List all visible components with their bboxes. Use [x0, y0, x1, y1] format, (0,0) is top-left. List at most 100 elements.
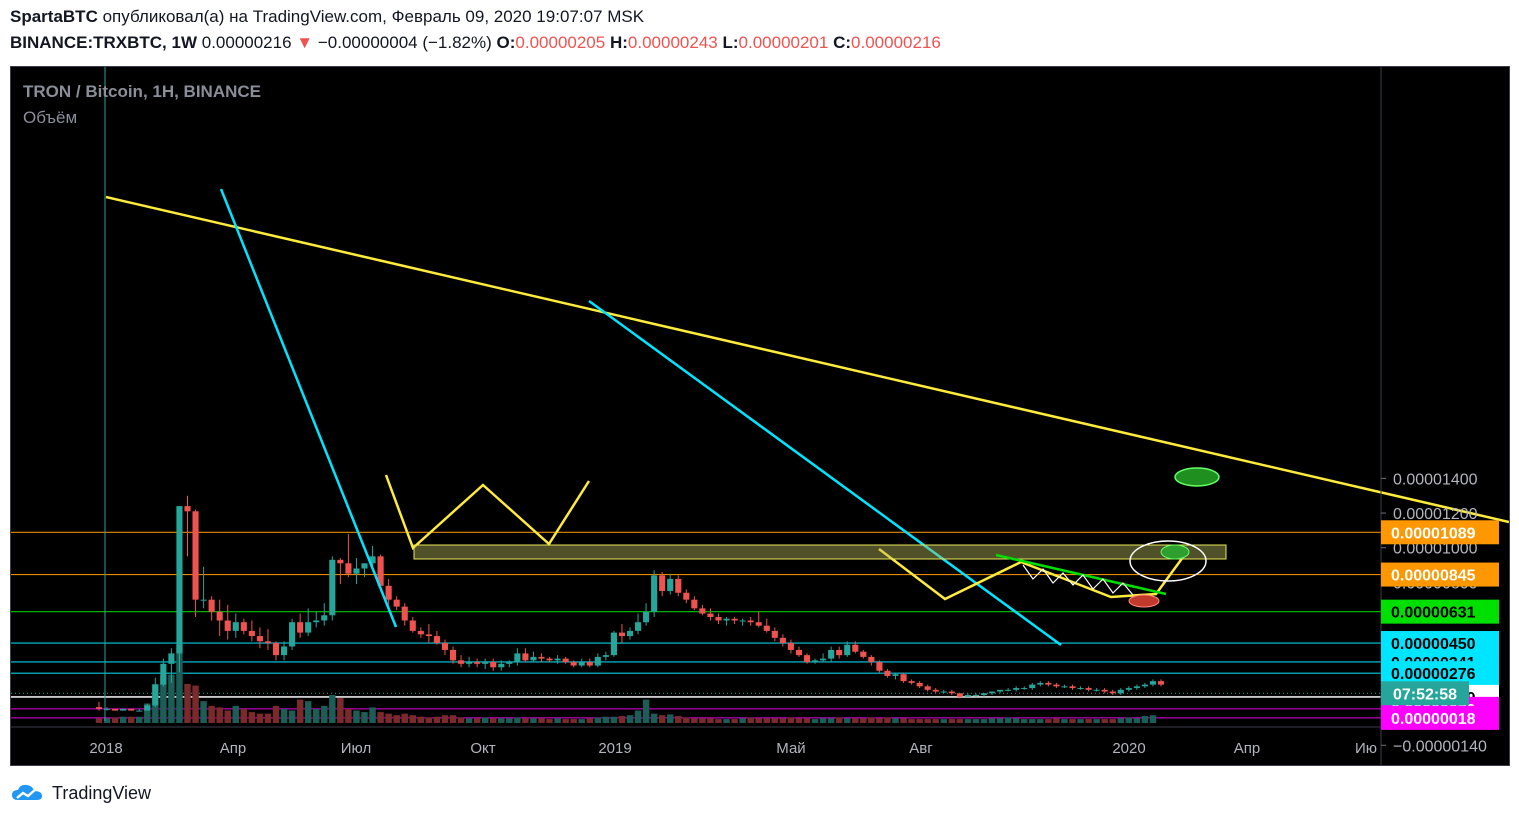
candle-body — [305, 622, 312, 633]
author-name[interactable]: SpartaBTC — [10, 7, 98, 26]
volume-bar — [948, 719, 956, 723]
candle-body — [168, 653, 175, 664]
chart-frame[interactable]: 0.000014000.000012000.000010000.00000800… — [10, 66, 1510, 766]
candle-body — [932, 689, 939, 692]
candle-body — [956, 693, 963, 697]
close-label: C: — [833, 33, 852, 52]
x-tick-label: Авг — [909, 740, 933, 757]
published-text: опубликовал(а) на TradingView.com, Февра… — [102, 7, 645, 26]
volume-bar — [216, 707, 223, 723]
candle-body — [329, 559, 336, 616]
candle-body — [1037, 682, 1044, 685]
candlestick-chart[interactable]: 0.000014000.000012000.000010000.00000800… — [11, 67, 1509, 765]
bottom-pattern-line — [878, 548, 1188, 601]
volume-bar — [892, 718, 899, 723]
candle-body — [369, 556, 376, 564]
x-tick-label: Апр — [220, 740, 246, 757]
volume-bar — [1021, 719, 1028, 723]
candle-body — [297, 622, 304, 633]
volume-bar — [634, 710, 642, 723]
candle-body — [1101, 689, 1108, 692]
candle-body — [779, 637, 786, 644]
open-label: O: — [496, 33, 516, 52]
open-value: 0.00000205 — [515, 33, 606, 52]
cyan-trendline-1 — [219, 188, 398, 628]
candle-body — [482, 662, 489, 664]
candle-body — [1061, 686, 1068, 688]
candle-body — [594, 656, 601, 666]
candle-body — [224, 620, 231, 631]
x-tick-label: 2020 — [1112, 740, 1145, 757]
candle-body — [522, 653, 529, 661]
candle-body — [232, 622, 239, 631]
volume-bar — [353, 710, 360, 723]
candle-body — [763, 625, 770, 631]
candle-body — [787, 643, 794, 650]
volume-bar — [683, 717, 690, 723]
candle-body — [755, 622, 762, 626]
candle-body — [892, 674, 899, 676]
down-arrow-icon: ▼ — [296, 33, 314, 52]
volume-bar — [691, 718, 698, 723]
candle-body — [361, 563, 368, 569]
candle-body — [466, 662, 473, 664]
candle-body — [337, 559, 344, 564]
y-tick-label: 0.00001000 — [1393, 541, 1478, 558]
level-price-tag — [1381, 562, 1499, 587]
tradingview-brand[interactable]: TradingView — [10, 780, 151, 806]
volume-layer — [95, 645, 1157, 723]
volume-bar — [868, 717, 875, 723]
volume-bar — [337, 698, 344, 723]
volume-bar — [1133, 718, 1141, 723]
candle-body — [723, 618, 730, 621]
candle-body — [884, 670, 891, 676]
candle-body — [192, 511, 199, 600]
level-price-tag — [1381, 705, 1499, 730]
candle-body — [95, 707, 103, 709]
volume-bar — [803, 718, 811, 723]
volume-bar — [1101, 719, 1108, 723]
candle-body — [1125, 688, 1132, 690]
candle-body — [980, 693, 988, 696]
main-downtrend-line — [105, 195, 1509, 524]
candle-body — [506, 662, 513, 664]
volume-bar — [136, 716, 143, 723]
volume-bar — [313, 708, 320, 723]
volume-bar — [1093, 719, 1100, 723]
price-change: −0.00000004 (−1.82%) — [317, 33, 492, 52]
candle-body — [618, 632, 626, 637]
candle-body — [345, 563, 352, 574]
volume-bar — [160, 676, 167, 723]
volume-bar — [988, 718, 996, 723]
volume-bar — [860, 718, 867, 723]
volume-bar — [554, 718, 561, 723]
volume-bar — [578, 719, 585, 723]
volume-bar — [192, 685, 199, 723]
volume-bar — [972, 719, 980, 723]
volume-bar — [272, 705, 280, 723]
candle-body — [184, 506, 191, 512]
candle-body — [449, 649, 457, 661]
volume-bar — [715, 719, 722, 723]
candle-body — [1093, 689, 1100, 691]
candle-body — [1013, 688, 1020, 690]
candle-body — [272, 643, 280, 656]
volume-bar — [111, 717, 119, 723]
volume-bar — [755, 718, 762, 723]
candle-body — [972, 695, 980, 697]
level-price-tag — [1381, 661, 1499, 686]
candle-body — [988, 691, 996, 694]
volume-bar — [296, 699, 304, 723]
volume-bar — [280, 708, 288, 723]
candle-body — [433, 636, 440, 644]
candle-body — [240, 622, 247, 631]
volume-bar — [530, 718, 537, 723]
volume-bar — [1109, 719, 1116, 723]
candle-body — [136, 710, 143, 712]
x-tick-label: Ию — [1355, 740, 1377, 757]
candle-body — [610, 632, 617, 656]
volume-bar — [506, 718, 513, 723]
low-value: 0.00000201 — [738, 33, 829, 52]
candle-body — [852, 644, 859, 652]
volume-bar — [876, 718, 883, 723]
